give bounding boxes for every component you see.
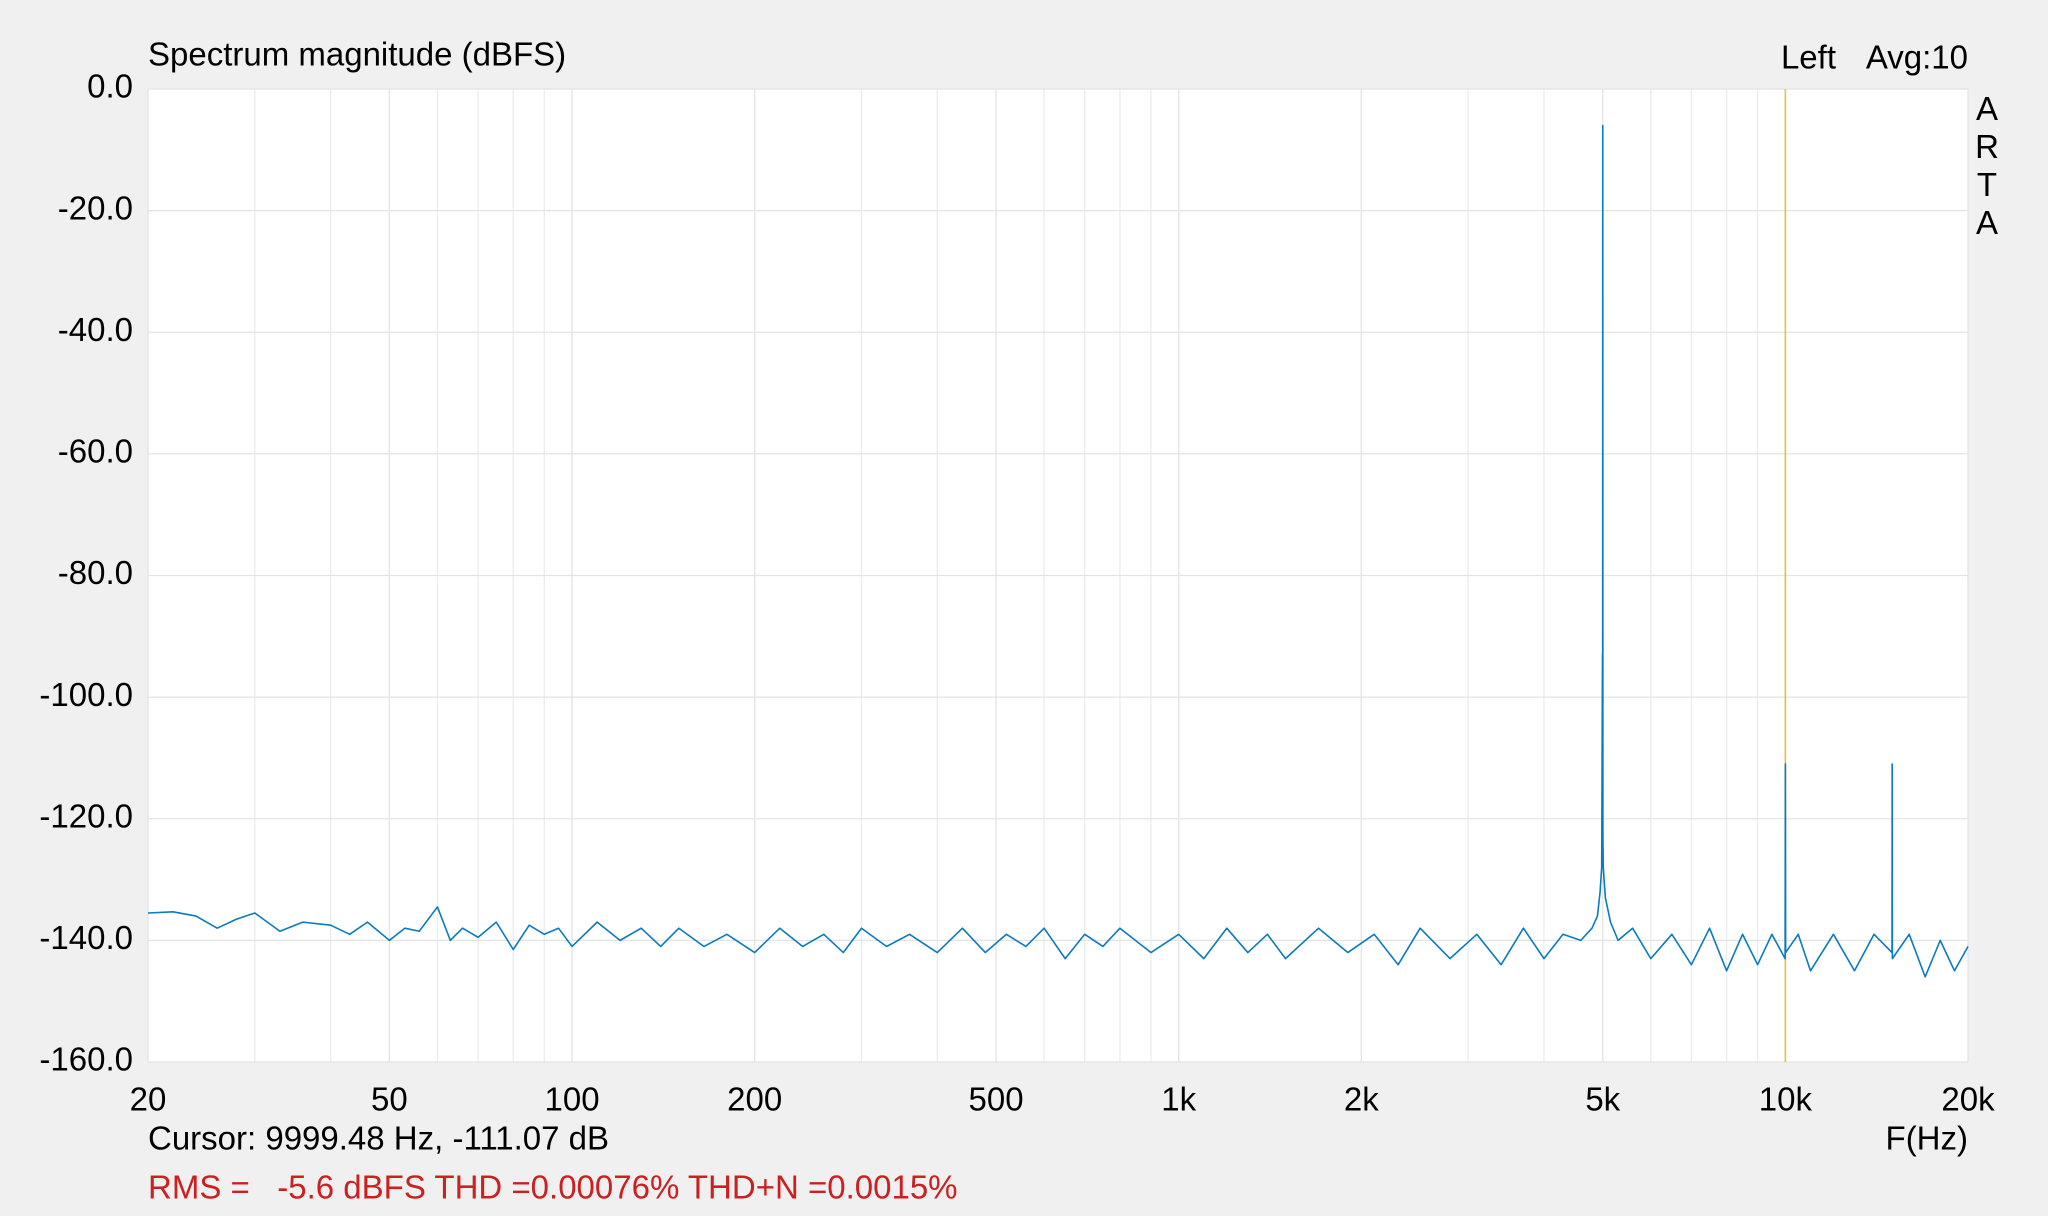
watermark: ARTA	[1975, 90, 1999, 241]
y-tick-label: -20.0	[58, 189, 133, 226]
x-tick-label: 50	[371, 1081, 408, 1118]
y-tick-label: 0.0	[87, 68, 133, 105]
x-tick-label: 5k	[1585, 1081, 1620, 1118]
channel: Left	[1781, 39, 1836, 76]
y-tick-label: -100.0	[39, 676, 133, 713]
y-tick-label: -40.0	[58, 311, 133, 348]
averaging: Avg:10	[1866, 39, 1968, 76]
y-tick-label: -160.0	[39, 1041, 133, 1078]
x-tick-label: 100	[545, 1081, 600, 1118]
x-tick-label: 20	[130, 1081, 167, 1118]
x-tick-label: 500	[969, 1081, 1024, 1118]
x-tick-label: 1k	[1161, 1081, 1196, 1118]
y-tick-label: -140.0	[39, 919, 133, 956]
y-tick-label: -60.0	[58, 433, 133, 470]
cursor-readout: Cursor: 9999.48 Hz, -111.07 dB	[148, 1120, 609, 1157]
y-tick-label: -80.0	[58, 554, 133, 591]
chart-title: Spectrum magnitude (dBFS)	[148, 36, 566, 73]
x-axis-label: F(Hz)	[1886, 1120, 1968, 1157]
x-tick-label: 2k	[1344, 1081, 1379, 1118]
x-tick-label: 10k	[1759, 1081, 1813, 1118]
stats: RMS = -5.6 dBFS THD =0.00076% THD+N =0.0…	[148, 1169, 958, 1206]
x-tick-label: 200	[727, 1081, 782, 1118]
spectrum-line	[147, 124, 1969, 978]
y-tick-label: -120.0	[39, 797, 133, 834]
x-tick-label: 20k	[1941, 1081, 1995, 1118]
